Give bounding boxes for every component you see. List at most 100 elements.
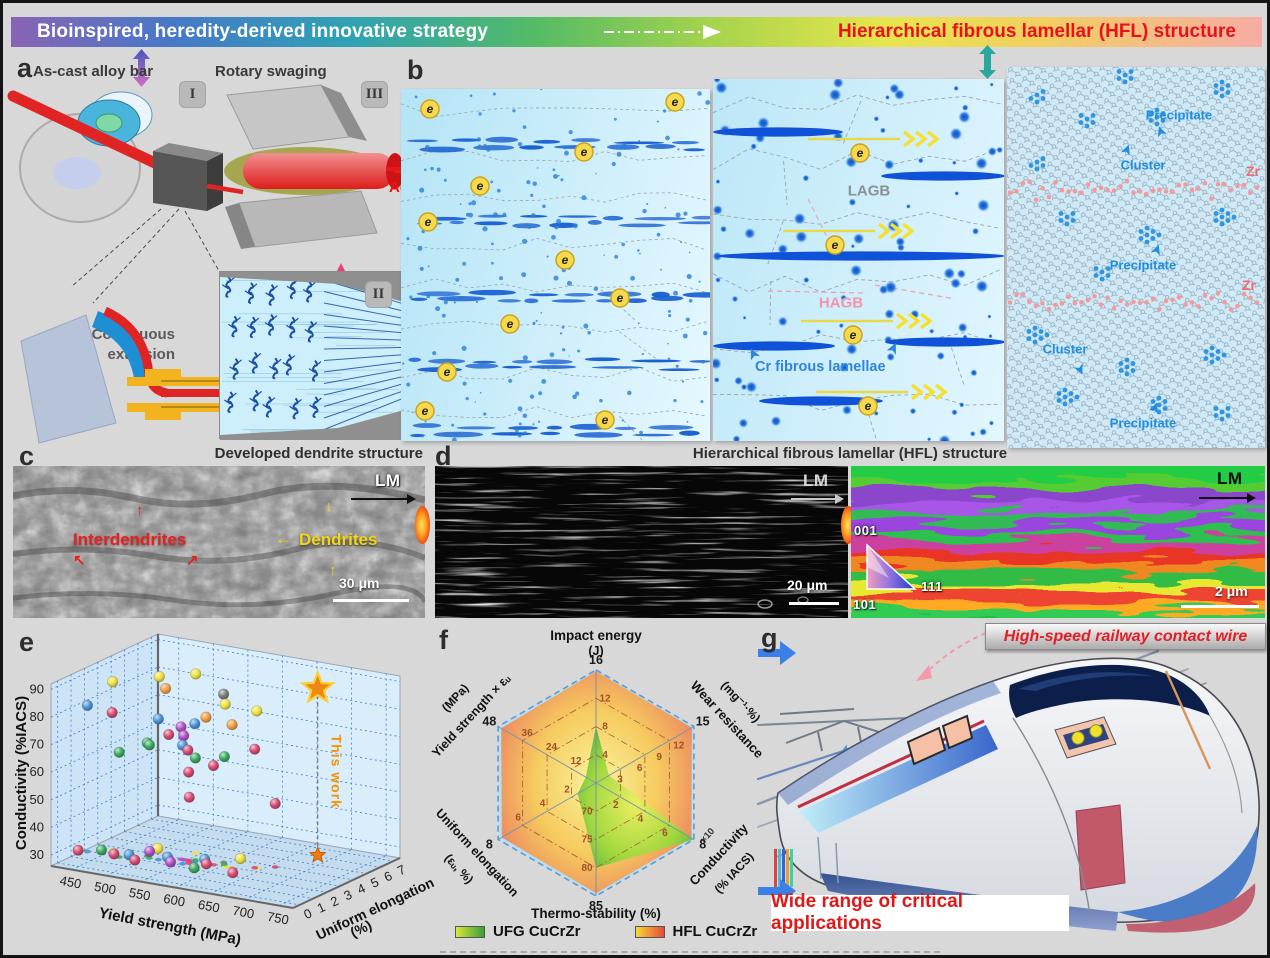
svg-text:e: e [422,404,429,418]
svg-text:e: e [857,146,864,160]
svg-text:48: 48 [482,714,496,728]
lm-label-c: LM [375,471,401,490]
panel-d-label: d [435,441,452,471]
microstructure-schematic-1: e e e e e e e e e e e [401,89,710,441]
svg-text:70: 70 [30,737,44,752]
ipf-triangle-icon [866,543,917,590]
svg-text:3: 3 [341,887,354,904]
svg-text:Impact energy: Impact energy [550,628,642,643]
svg-text:6: 6 [637,763,643,774]
svg-text:e: e [425,215,432,229]
svg-text:500: 500 [93,879,117,898]
svg-text:Yield strength (MPa): Yield strength (MPa) [97,904,242,948]
svg-text:70: 70 [581,806,593,817]
svg-text:3: 3 [617,774,623,785]
precipitate-label-2: Precipitate [1109,257,1177,273]
lattice-art [1007,67,1265,448]
svg-text:e: e [672,95,679,109]
panel-g-label: g [761,623,778,653]
svg-text:e: e [507,317,514,331]
svg-text:2: 2 [564,784,570,795]
svg-text:e: e [832,238,839,252]
svg-text:Thermo-stability (%): Thermo-stability (%) [531,906,661,921]
svg-text:750: 750 [266,909,290,928]
svg-text:e: e [444,365,451,379]
svg-text:7: 7 [395,862,408,879]
cluster-label-2: Cluster [1042,341,1088,357]
cluster-label-1: Cluster [1120,157,1166,173]
lamellae-art-1: e e e e e e e e e e e [401,89,710,441]
lamellae-art-2: e e e e [713,79,1004,441]
banner: Bioinspired, heredity-derived innovative… [11,17,1262,47]
ebsd-map-image [851,466,1265,618]
svg-text:2: 2 [613,800,619,811]
svg-text:8: 8 [699,838,706,852]
svg-text:90: 90 [30,682,44,697]
applications-caption: Wide range of critical applications [771,891,1069,934]
svg-text:8: 8 [486,838,493,852]
panel-c-title: Developed dendrite structure [214,445,423,462]
svg-text:4: 4 [540,798,546,809]
link-arrow-purple-icon [133,49,150,87]
process-flame-marker-1-icon [415,506,430,544]
hfl-swatch-icon [634,925,665,938]
svg-text:85: 85 [589,899,603,913]
svg-text:16: 16 [589,653,603,667]
radar-legend: UFG CuCrZr HFL CuCrZr [455,923,757,940]
lagb-label: LAGB [847,182,891,200]
ipf-001-label: 001 [854,523,878,538]
ipf-101-label: 101 [853,597,877,612]
lm-label-ebsd: LM [1217,469,1243,488]
svg-text:40: 40 [30,819,44,834]
svg-text:6: 6 [515,813,521,824]
atomic-lattice-schematic [1007,67,1265,448]
interdendrite-arrow-2-icon: ↖ [73,552,86,569]
svg-text:15: 15 [696,714,710,728]
svg-text:12: 12 [570,756,582,767]
link-arrow-teal-icon [979,45,996,79]
panel-e-label: e [19,627,35,657]
svg-text:80: 80 [30,709,44,724]
banner-strategy-text: Bioinspired, heredity-derived innovative… [37,21,489,42]
step-3-text: III [365,86,384,102]
dendrites-left-arrow-icon: ← [275,529,292,548]
svg-text:6: 6 [382,868,395,885]
microstructure-schematic-2: e e e e [713,79,1004,441]
svg-text:4: 4 [355,880,368,897]
flow-arrow-top-icon [758,641,796,665]
scale-bar-sem [789,602,839,605]
legend-item-hfl: HFL CuCrZr [634,923,757,940]
zr-label-1: Zr [1246,163,1260,179]
svg-text:This work: This work [329,735,345,809]
contact-wire-callout-text: High-speed railway contact wire [1003,627,1248,645]
svg-text:2: 2 [328,893,341,910]
svg-text:e: e [477,179,484,193]
ipf-111-label: 111 [921,579,943,594]
svg-text:12: 12 [599,693,611,704]
precipitate-label-1: Precipitate [1145,107,1213,123]
lm-arrow-sem-icon [791,494,844,504]
svg-text:e: e [581,145,588,159]
svg-text:4: 4 [602,750,608,761]
svg-text:e: e [427,102,434,116]
svg-text:9: 9 [656,752,662,763]
dendrite-arrow-down-icon: ↓ [325,498,333,515]
dendrites-label: Dendrites [299,530,378,549]
svg-text:5: 5 [368,874,381,891]
sem-micrograph-image [435,466,848,618]
panel-c-label: c [19,441,35,471]
scale-text-c: 30 μm [339,575,380,591]
panel-a-illustration [7,84,408,444]
panel-f-divider [440,951,940,953]
svg-text:650: 650 [197,897,221,916]
banner-hfl-text: Hierarchical fibrous lamellar (HFL) stru… [837,21,1236,42]
lm-arrow-c-icon [351,494,416,504]
applications-caption-text: Wide range of critical applications [771,891,963,934]
svg-text:600: 600 [162,891,186,910]
svg-text:(J): (J) [588,644,603,658]
interdendrites-label: Interdendrites [73,530,187,549]
scale-bar-ebsd [1181,605,1259,608]
as-cast-label: As-cast alloy bar [33,63,154,80]
cr-fibrous-lamellae-label: Cr fibrous lamellae [755,359,886,375]
